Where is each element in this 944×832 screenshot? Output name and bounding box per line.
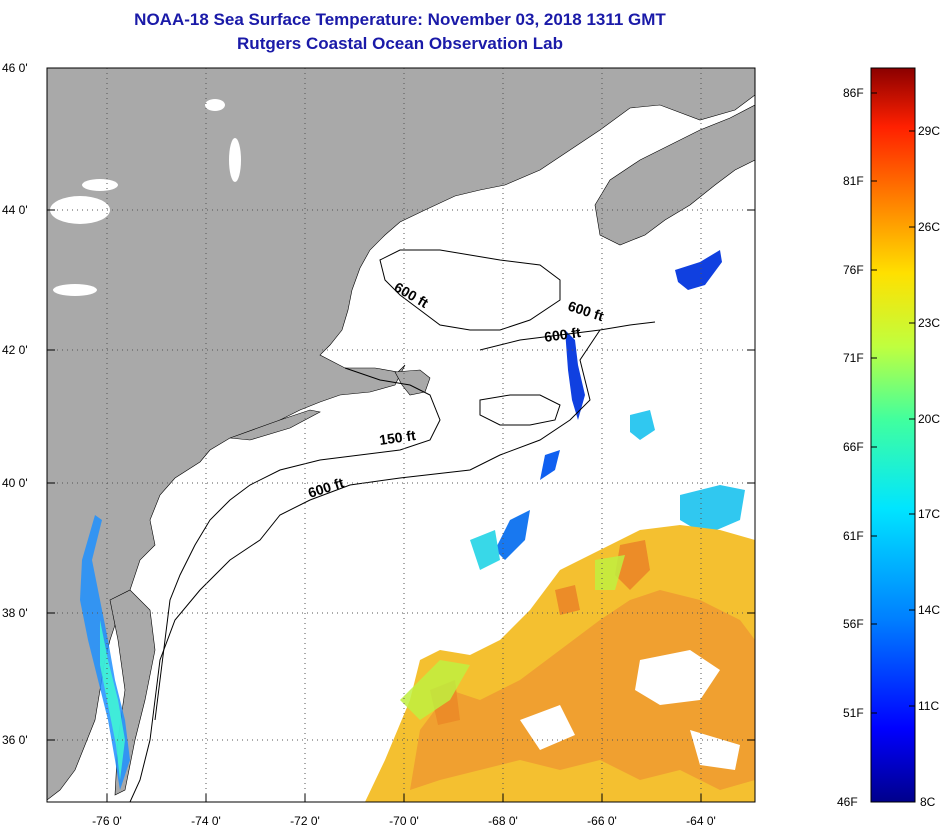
lat-label: 40 0' <box>2 476 28 490</box>
colorbar-label-f: 66F <box>843 440 864 454</box>
contour-georges-bank <box>479 394 561 426</box>
sst-cool-fringe <box>400 660 470 720</box>
colorbar-label-c: 11C <box>918 699 939 713</box>
contour-600ft-georges <box>479 321 656 351</box>
lon-label: -66 0' <box>587 814 617 828</box>
lat-label: 38 0' <box>2 606 28 620</box>
sst-warm-core <box>410 590 755 790</box>
colorbar-label-c: 29C <box>918 124 940 138</box>
colorbar-label-c: 23C <box>918 316 940 330</box>
sst-patch-cyan <box>630 410 655 440</box>
sst-patch-cyan <box>680 485 745 535</box>
colorbar-label-f: 56F <box>843 617 864 631</box>
lake <box>50 196 110 224</box>
sst-patch-blue <box>540 450 560 480</box>
lon-label: -68 0' <box>488 814 518 828</box>
lake <box>229 138 241 182</box>
lon-label: -64 0' <box>686 814 716 828</box>
colorbar <box>870 67 916 803</box>
contour-150ft <box>154 367 441 721</box>
map-frame <box>46 67 756 803</box>
colorbar-ticks <box>871 92 915 714</box>
lon-label: -76 0' <box>92 814 122 828</box>
colorbar-label-c: 8C <box>920 795 936 809</box>
colorbar-label-f: 86F <box>843 86 864 100</box>
lat-label: 42 0' <box>2 343 28 357</box>
land-nova-scotia <box>594 104 755 246</box>
sst-warm-hot <box>555 585 580 615</box>
sst-patch-blue <box>495 510 530 560</box>
contour-label: 600 ft <box>543 324 582 345</box>
colorbar-label-f: 81F <box>843 174 864 188</box>
lake <box>82 179 118 191</box>
sst-patch-cyan <box>470 530 500 570</box>
title-line-1: NOAA-18 Sea Surface Temperature: Novembe… <box>134 10 666 29</box>
map-ticks <box>47 67 755 802</box>
lon-label: -74 0' <box>191 814 221 828</box>
colorbar-label-f: 51F <box>843 706 864 720</box>
colorbar-label-c: 26C <box>918 220 940 234</box>
colorbar-label-f: 46F <box>837 795 858 809</box>
sst-patch-blue <box>565 330 585 420</box>
title-line-2: Rutgers Coastal Ocean Observation Lab <box>237 34 563 53</box>
lat-label: 36 0' <box>2 733 28 747</box>
colorbar-label-c: 20C <box>918 412 940 426</box>
sst-warm-hot <box>615 540 650 590</box>
colorbar-label-c: 14C <box>918 603 940 617</box>
lat-label: 44 0' <box>2 203 28 217</box>
lake <box>205 99 225 111</box>
colorbar-label-c: 17C <box>918 507 940 521</box>
colorbar-label-f: 76F <box>843 263 864 277</box>
contour-600ft-gulf-of-maine <box>379 249 561 331</box>
lon-label: -70 0' <box>389 814 419 828</box>
land-long-island <box>229 409 321 441</box>
contour-label: 150 ft <box>378 427 417 448</box>
contour-600ft-shelf <box>129 329 601 802</box>
graticule <box>47 68 755 802</box>
colorbar-label-f: 61F <box>843 529 864 543</box>
lake <box>53 284 97 296</box>
sst-chesapeake-inner <box>100 620 125 780</box>
colorbar-label-f: 71F <box>843 351 864 365</box>
cloud-gap <box>520 705 575 750</box>
cloud-gap <box>635 650 720 705</box>
lat-label: 46 0' <box>2 61 28 75</box>
lon-label: -72 0' <box>290 814 320 828</box>
sst-patch-blue <box>675 250 722 290</box>
